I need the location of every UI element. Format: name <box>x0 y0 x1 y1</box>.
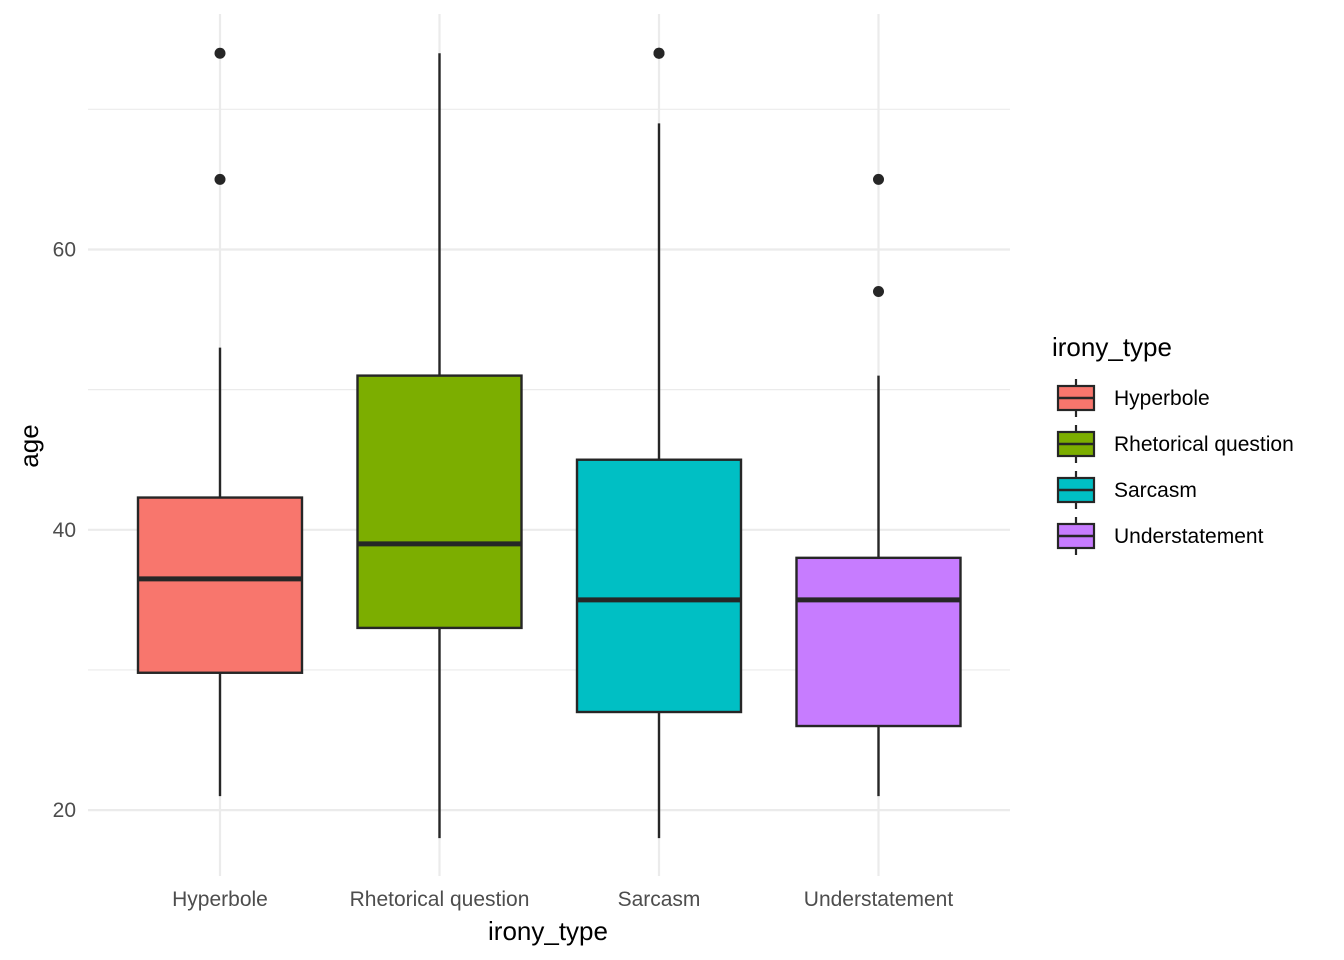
grid-major <box>88 14 1010 876</box>
legend-label: Hyperbole <box>1114 387 1210 410</box>
x-tick-label: Rhetorical question <box>350 888 530 911</box>
legend-label: Sarcasm <box>1114 479 1197 502</box>
y-tick-label: 40 <box>53 519 76 542</box>
y-tick-label: 60 <box>53 238 76 261</box>
legend-title: irony_type <box>1052 332 1172 362</box>
x-tick-label: Understatement <box>804 888 954 911</box>
legend-item: Rhetorical question <box>1056 425 1294 463</box>
outlier-point <box>653 47 665 59</box>
outlier-point <box>873 173 884 185</box>
box-sarcasm <box>575 47 743 839</box>
legend-item: Understatement <box>1056 517 1264 555</box>
outlier-point <box>214 47 226 59</box>
x-tick-label: Sarcasm <box>618 888 701 911</box>
legend-keys: Hyperbole Rhetorical question Sarcasm Under… <box>1056 379 1294 555</box>
x-axis-title: irony_type <box>488 916 608 946</box>
outlier-point <box>873 286 884 298</box>
box-body <box>356 374 523 630</box>
y-axis-title: age <box>14 424 44 467</box>
box-body <box>795 556 962 728</box>
box-understatement <box>795 173 962 797</box>
y-tick-label: 20 <box>53 799 76 822</box>
legend-label: Rhetorical question <box>1114 433 1294 456</box>
box-body <box>136 496 304 674</box>
x-tick-labels: Hyperbole Rhetorical question Sarcasm Under… <box>172 888 953 911</box>
box-body <box>575 458 743 714</box>
box-hyperbole <box>136 47 304 797</box>
x-tick-label: Hyperbole <box>172 888 268 911</box>
box-layer <box>136 47 962 839</box>
y-tick-labels: 20 40 60 <box>53 238 76 822</box>
legend-label: Understatement <box>1114 525 1264 548</box>
legend-item: Hyperbole <box>1056 379 1210 417</box>
legend-item: Sarcasm <box>1056 471 1197 509</box>
legend: irony_type Hyperbole Rhetorical question S… <box>1052 332 1294 555</box>
outlier-point <box>214 173 226 185</box>
box-rhetorical-question <box>356 53 523 839</box>
